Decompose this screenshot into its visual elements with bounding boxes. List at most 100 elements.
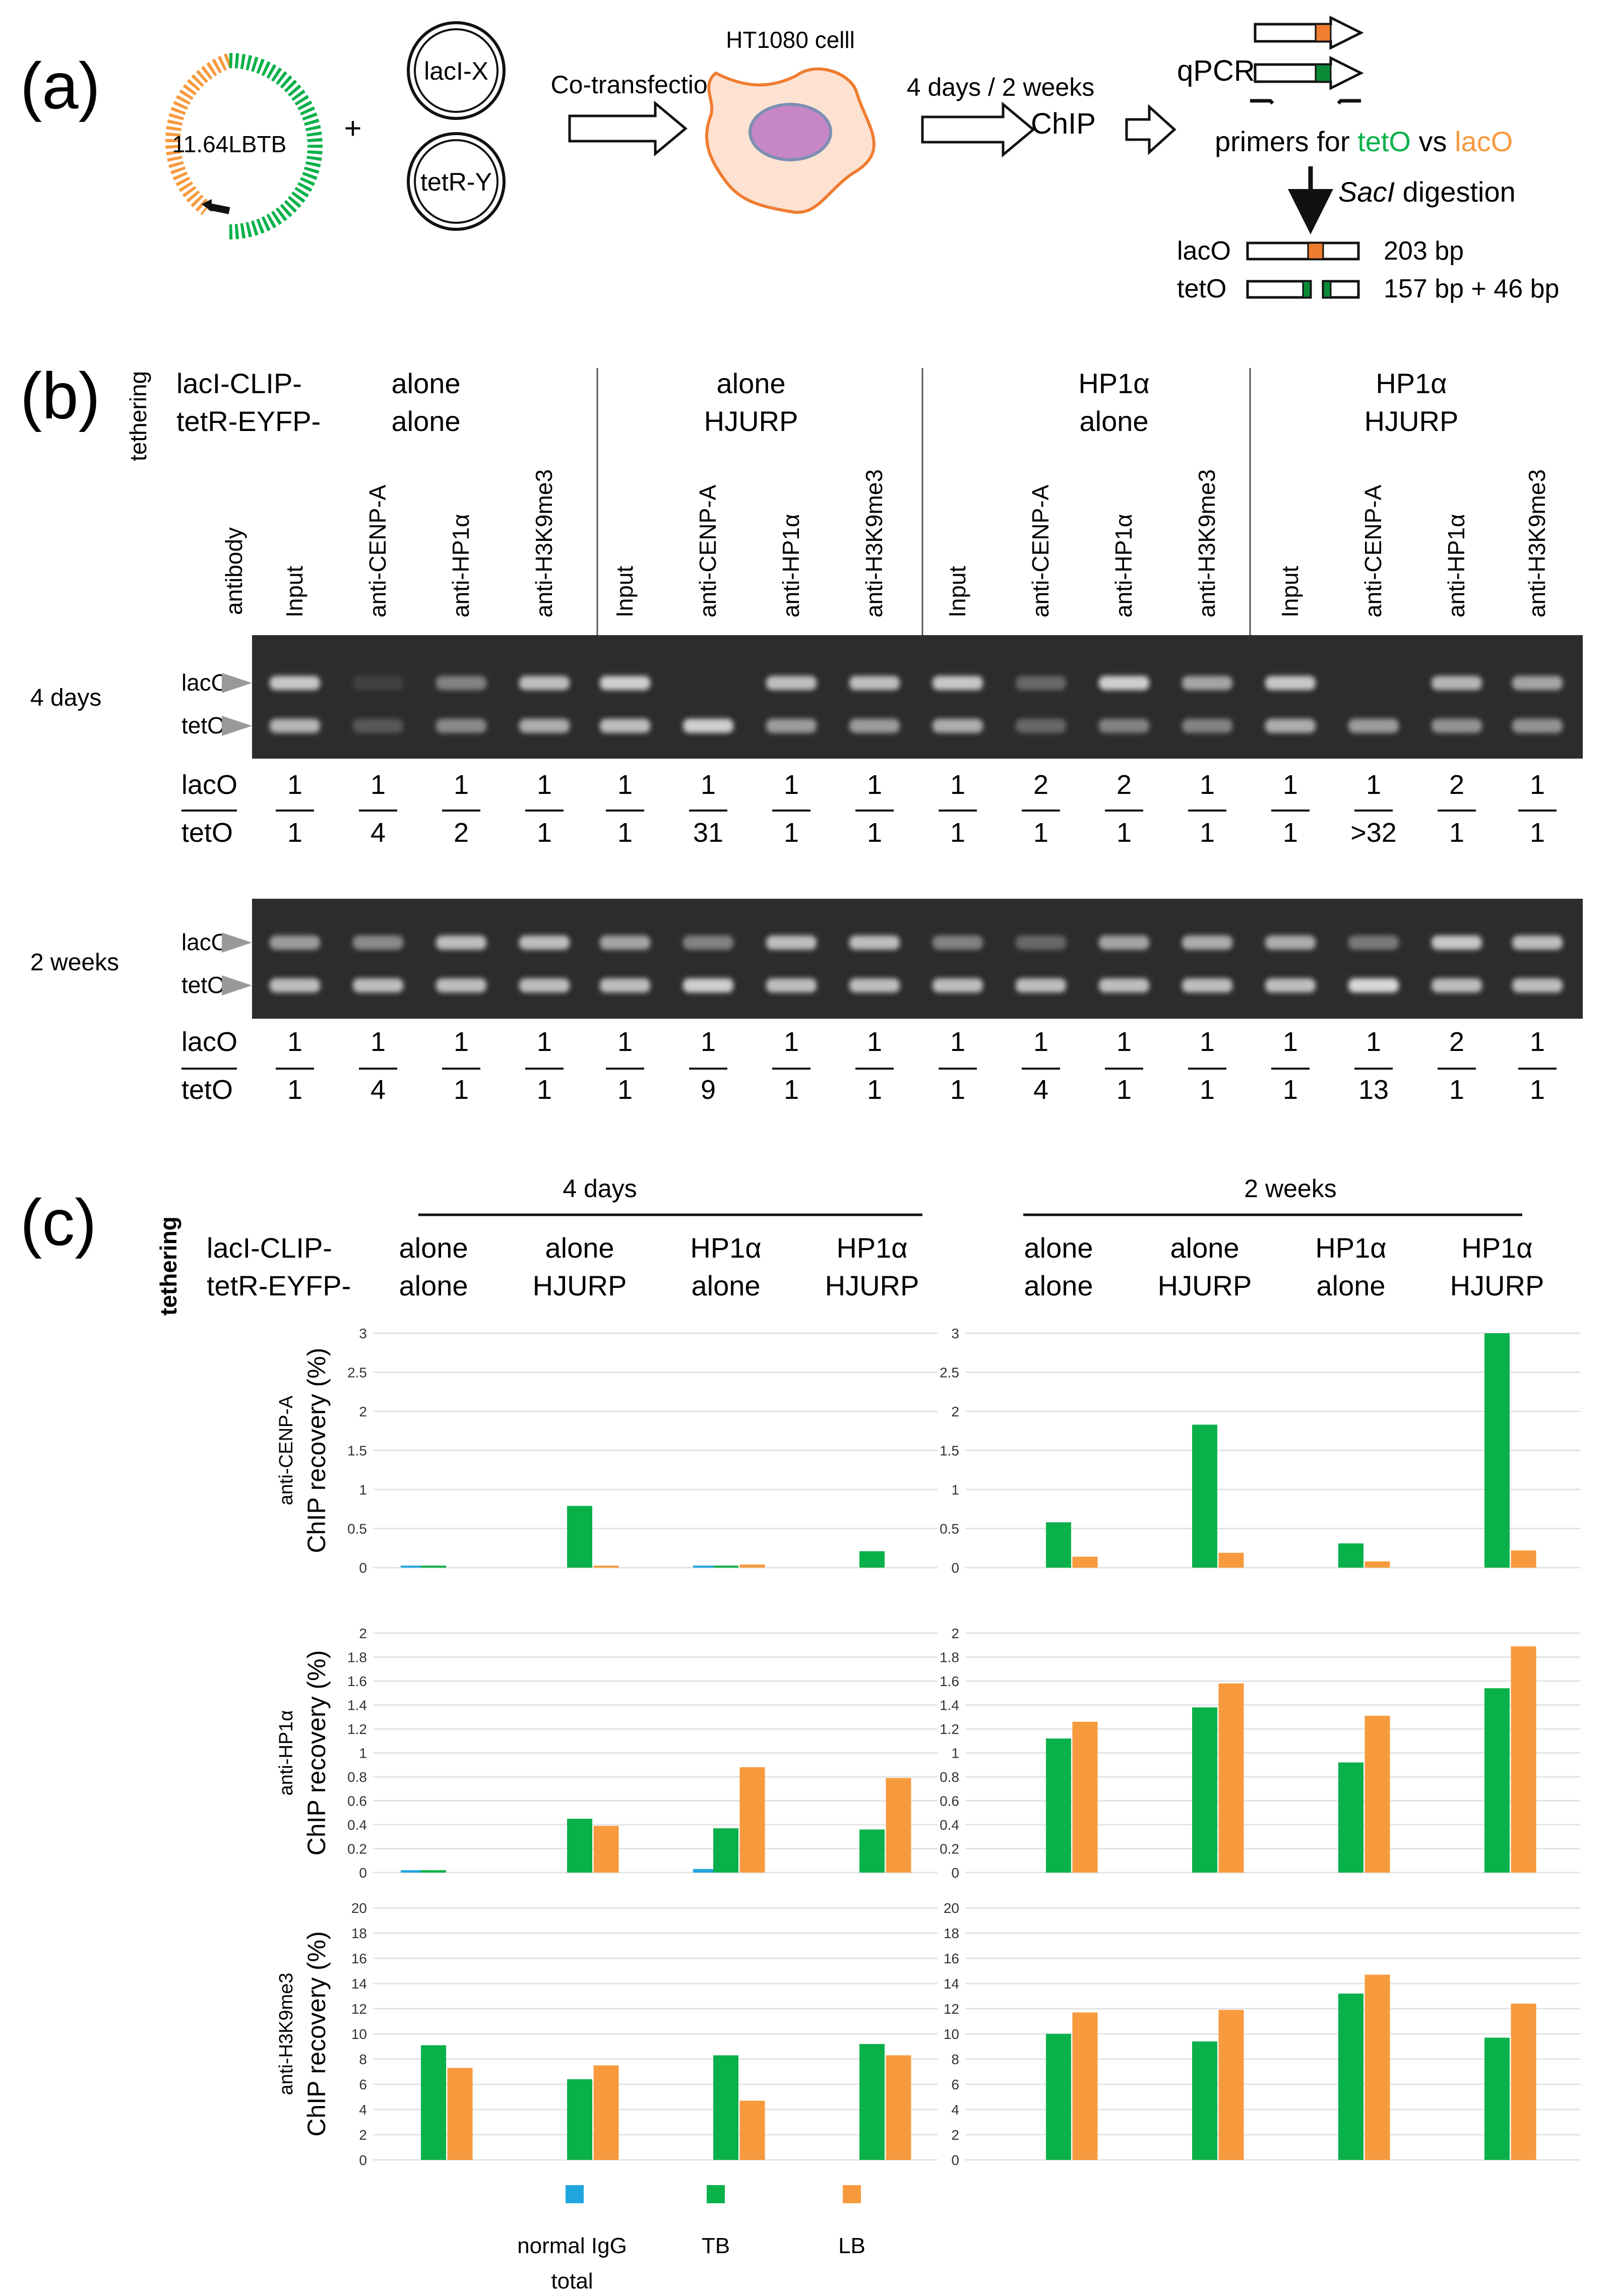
- ratio-numerator: 1: [454, 1027, 469, 1057]
- legend-label: TB: [702, 2233, 730, 2258]
- panel-c-group-bottom: alone: [1024, 1270, 1093, 1301]
- y-tick-label: 2.5: [347, 1365, 367, 1381]
- bar-LB: [1218, 2010, 1244, 2160]
- tetO-band: [1099, 978, 1149, 992]
- bar-LB: [593, 2065, 619, 2160]
- tetO-band: [436, 719, 486, 733]
- ratio-denominator: 13: [1358, 1075, 1389, 1105]
- tetO-band: [1265, 978, 1316, 992]
- chart-y-axis-label: ChIP recovery (%): [302, 1931, 331, 2137]
- panel-b-group-headers: alone alone alone HJURP HP1α alone HP1α HJURP: [391, 367, 1458, 638]
- lane-label: anti-HP1α: [448, 514, 474, 617]
- ratio-lac-label: lacO: [181, 1027, 237, 1057]
- bar-TB: [567, 1819, 592, 1873]
- bar-LB: [1072, 2012, 1098, 2160]
- tetO-band: [1348, 978, 1399, 992]
- bar-LB: [1364, 1715, 1390, 1873]
- lane-label: anti-CENP-A: [1027, 484, 1053, 617]
- y-tick-label: 1.5: [347, 1443, 367, 1459]
- chart-anti-H3K9me3-4days: 0 2 4 6 8 10 12 14 16 18 20 anti-H3K9me3 ChIP recove…: [276, 1900, 938, 2168]
- tetO-band: [849, 978, 900, 992]
- y-tick-label: 1: [359, 1482, 367, 1498]
- ratio-numerator: 2: [1116, 770, 1132, 800]
- tetO-band: [1182, 719, 1232, 733]
- y-tick-label: 0.5: [347, 1521, 367, 1537]
- ratio-denominator: 1: [1116, 1075, 1132, 1105]
- y-tick-label: 0: [359, 2152, 367, 2168]
- y-tick-label: 1.4: [940, 1698, 959, 1713]
- ratio-numerator: 1: [1200, 770, 1215, 800]
- panel-b-label: (b): [20, 359, 100, 432]
- ratio-numerator: 1: [454, 770, 469, 800]
- tetO-band: [766, 719, 817, 733]
- lane-label: Input: [944, 566, 970, 617]
- primer-forward-icon: [1250, 99, 1274, 105]
- y-tick-label: 0.6: [940, 1793, 959, 1809]
- ratio-numerator: 1: [1366, 1027, 1381, 1057]
- lacO-band: [1016, 676, 1066, 690]
- lane-label: anti-CENP-A: [695, 484, 721, 617]
- lacO-band: [1512, 936, 1563, 950]
- y-tick-label: 0: [359, 1865, 367, 1881]
- tetO-band: [270, 978, 320, 992]
- ratio-denominator: >32: [1350, 818, 1397, 848]
- ratio-numerator: 1: [1366, 770, 1381, 800]
- panel-c-group-top: HP1α: [690, 1232, 761, 1264]
- bar-TB: [1338, 1543, 1363, 1568]
- ratio-denominator: 1: [1116, 818, 1132, 848]
- bar-normal-IgG-total: [693, 1869, 718, 1873]
- bar-LB: [739, 1767, 765, 1873]
- ratio-numerator: 1: [701, 1027, 716, 1057]
- bar-TB: [713, 2055, 738, 2160]
- lacO-band: [766, 936, 817, 950]
- ratio-numerator: 1: [1530, 770, 1545, 800]
- construct-lacI-X: lacI-X: [407, 21, 506, 120]
- y-tick-label: 18: [944, 1926, 959, 1941]
- lacO-band: [849, 676, 900, 690]
- amplicon-lacO-icon: [1254, 15, 1364, 50]
- y-tick-label: 10: [944, 2026, 959, 2042]
- y-tick-label: 1.4: [347, 1698, 367, 1713]
- y-tick-label: 0: [951, 1865, 959, 1881]
- y-tick-label: 14: [351, 1976, 367, 1992]
- time-header-4days: 4 days: [563, 1174, 637, 1203]
- lacO-band: [933, 676, 983, 690]
- fragment-lacO-icon: [1246, 241, 1360, 261]
- lane-label: anti-CENP-A: [364, 484, 391, 617]
- ratio-denominator: 4: [1033, 1075, 1048, 1105]
- qpcr-amplicons: [1250, 15, 1364, 105]
- lane-label: anti-H3K9me3: [1524, 469, 1550, 617]
- fragment-lacO-label: lacO: [1177, 236, 1231, 266]
- y-tick-label: 0: [951, 2152, 959, 2168]
- lacO-band: [1099, 676, 1149, 690]
- bar-LB: [886, 2055, 911, 2160]
- panel-c: (c) tethering lacI-CLIP- tetR-EYFP- 4 da…: [20, 1174, 1580, 2293]
- lac-arrowhead-icon: [222, 933, 252, 953]
- lane-label: anti-HP1α: [1110, 514, 1137, 617]
- fragment-tetO-label: tetO: [1177, 274, 1226, 303]
- y-tick-label: 18: [351, 1926, 367, 1941]
- ratio-numerator: 1: [950, 770, 965, 800]
- gel-0: 4 days lacO tetO lacO tetO 1 1 1 4 1 2 1 1 1 1 1 31 1 1 1 1 1…: [30, 635, 1583, 848]
- fragment-lacO-size: 203 bp: [1384, 236, 1464, 266]
- ratio-denominator: 1: [454, 1075, 469, 1105]
- ratio-tet-label: tetO: [181, 818, 233, 848]
- chart-y-axis-label: ChIP recovery (%): [302, 1650, 331, 1856]
- y-tick-label: 4: [951, 2102, 959, 2118]
- tetO-band: [1016, 978, 1066, 992]
- tetO-band: [519, 978, 570, 992]
- ratio-denominator: 1: [1283, 1075, 1298, 1105]
- ratio-denominator: 1: [784, 818, 799, 848]
- y-tick-label: 8: [359, 2052, 367, 2067]
- ratio-numerator: 1: [1200, 1027, 1215, 1057]
- gel-image: [252, 635, 1583, 759]
- y-tick-label: 2: [951, 1404, 959, 1419]
- ratio-numerator: 1: [617, 1027, 633, 1057]
- panel-b-group-top: HP1α: [1376, 367, 1447, 399]
- construct-tetR-Y-label: tetR-Y: [420, 168, 492, 196]
- bar-LB: [1511, 1646, 1536, 1873]
- lane-label: anti-CENP-A: [1360, 484, 1386, 617]
- bar-TB: [567, 1506, 592, 1568]
- chip-label: ChIP: [1031, 107, 1096, 140]
